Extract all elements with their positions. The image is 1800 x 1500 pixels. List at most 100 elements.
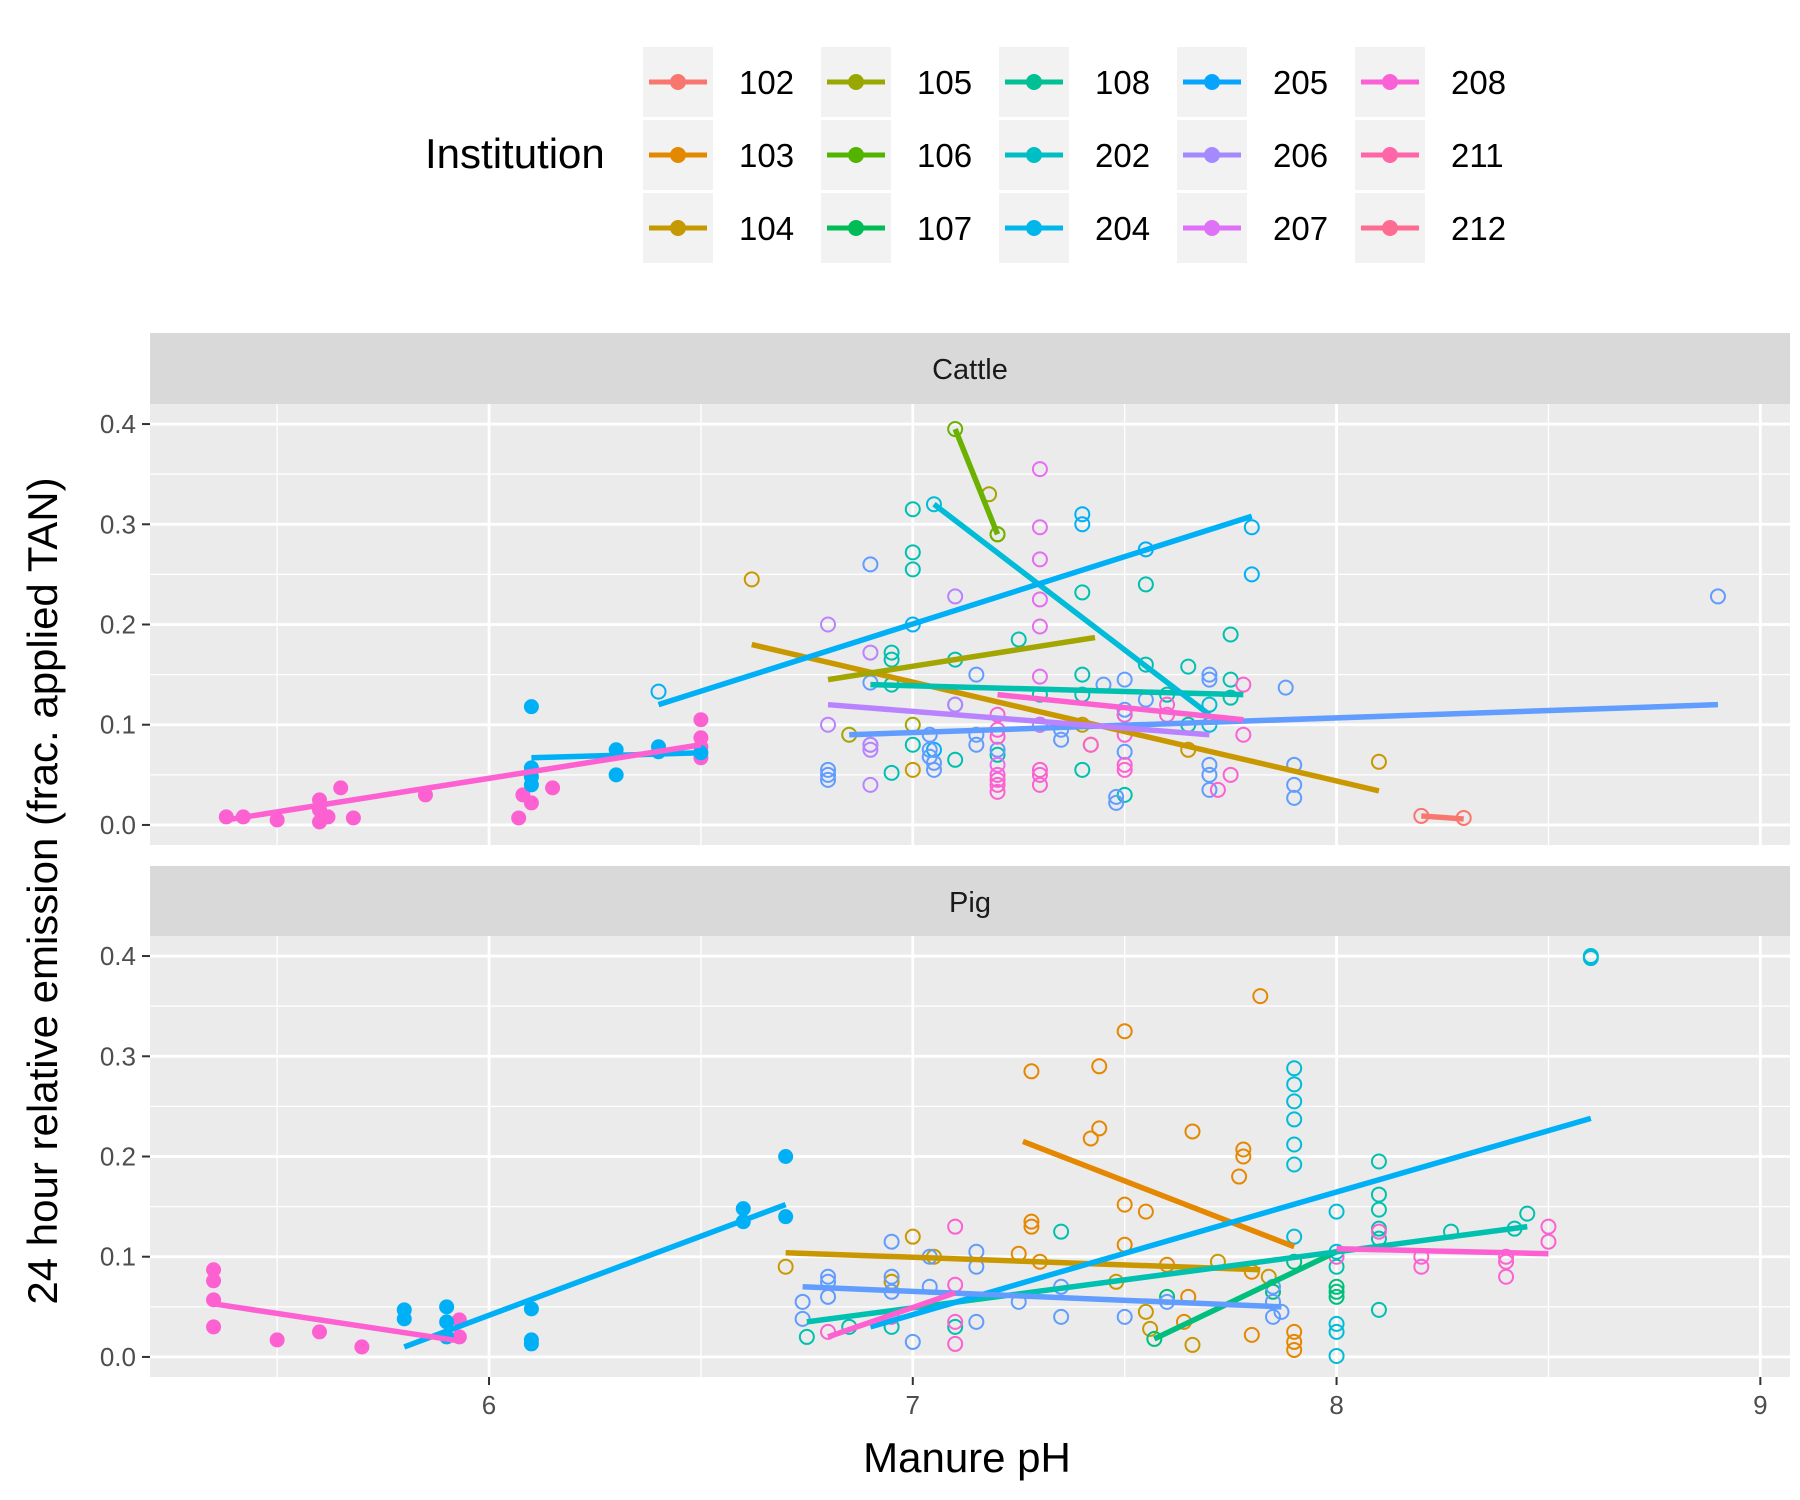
fit-line-211	[1336, 1245, 1549, 1257]
data-point-205	[1074, 516, 1091, 533]
data-point-211	[947, 1335, 964, 1352]
data-point-202	[1370, 1201, 1387, 1218]
legend-item-211: 211	[1355, 120, 1504, 190]
data-point-211	[545, 780, 561, 796]
legend-key-point	[1204, 147, 1220, 163]
data-point-206	[1053, 731, 1070, 748]
data-point-206	[1201, 781, 1218, 798]
data-point-108	[1328, 1278, 1345, 1295]
legend-item-106: 106	[821, 120, 972, 190]
data-point-208	[1031, 591, 1048, 608]
data-point-211	[312, 1324, 328, 1340]
data-point-205	[439, 1314, 455, 1330]
data-point-202	[1137, 576, 1154, 593]
fit-line-211	[213, 1301, 460, 1344]
data-point-202	[904, 544, 921, 561]
data-point-206	[904, 1333, 921, 1350]
data-point-206	[820, 771, 837, 788]
data-point-202	[904, 561, 921, 578]
data-point-206	[1116, 671, 1133, 688]
y-tick-label: 0.1	[100, 1242, 136, 1272]
data-point-211	[1209, 781, 1226, 798]
data-point-204	[1286, 1228, 1303, 1245]
data-point-205	[396, 1311, 412, 1327]
data-point-211	[206, 1273, 222, 1289]
data-point-205	[523, 1301, 539, 1317]
data-point-204	[1582, 950, 1599, 967]
legend-label: 208	[1451, 64, 1506, 101]
data-point-103	[1252, 988, 1269, 1005]
y-tick-label: 0.2	[100, 610, 136, 640]
data-point-211	[269, 1332, 285, 1348]
panels: Cattle 0.0 0.1 0.2 0.3 0.4 Pig 0.0 0.1 0.2 0.3 0.4 6…	[100, 333, 1790, 1420]
data-point-202	[1328, 1258, 1345, 1275]
legend-label: 103	[739, 137, 794, 174]
data-point-206	[883, 1233, 900, 1250]
fit-line-105	[827, 634, 1096, 683]
legend-item-202: 202	[999, 120, 1150, 190]
fit-line-106	[952, 428, 1001, 536]
data-point-204	[1286, 1093, 1303, 1110]
data-point-211	[345, 810, 361, 826]
data-point-103	[1116, 1023, 1133, 1040]
data-point-206	[1116, 1308, 1133, 1325]
data-point-103	[1243, 1326, 1260, 1343]
data-point-202	[1010, 631, 1027, 648]
data-point-202	[1222, 626, 1239, 643]
data-point-202	[883, 651, 900, 668]
fit-line-205	[403, 1202, 787, 1350]
fit-line-211	[997, 691, 1244, 723]
data-point-211	[1031, 776, 1048, 793]
legend-label: 102	[739, 64, 794, 101]
legend-label: 206	[1273, 137, 1328, 174]
fit-line-102	[1421, 813, 1464, 822]
data-point-206	[1201, 671, 1218, 688]
legend-items: 102 103 104 105 106 107 108 202 204 205 206 207 208 2…	[643, 47, 1506, 263]
legend-item-207: 207	[1177, 193, 1328, 263]
data-point-103	[1235, 1148, 1252, 1165]
legend-label: 205	[1273, 64, 1328, 101]
panel-cattle: Cattle 0.0 0.1 0.2 0.3 0.4	[100, 333, 1790, 845]
fit-line-207	[827, 701, 1210, 738]
y-tick-label: 0.3	[100, 1041, 136, 1071]
data-point-208	[1031, 668, 1048, 685]
data-point-202	[1074, 761, 1091, 778]
data-point-103	[1231, 1168, 1248, 1185]
data-point-211	[1235, 676, 1252, 693]
y-axis-title-wrap: 24 hour relative emission (frac. applied…	[19, 477, 66, 1304]
data-point-202	[1116, 786, 1133, 803]
legend-label: 202	[1095, 137, 1150, 174]
data-point-211	[1498, 1268, 1515, 1285]
data-point-205	[1243, 566, 1260, 583]
legend-key-point	[848, 74, 864, 90]
legend-key-point	[670, 74, 686, 90]
legend-key-point	[1382, 220, 1398, 236]
fit-line-104	[751, 641, 1380, 794]
data-point-205	[523, 699, 539, 715]
data-point-211	[523, 795, 539, 811]
y-tick-label: 0.1	[100, 710, 136, 740]
data-point-206	[1201, 756, 1218, 773]
fit-line-204	[932, 502, 1212, 717]
legend-label: 106	[917, 137, 972, 174]
data-point-202	[1370, 1186, 1387, 1203]
data-point-103	[1091, 1120, 1108, 1137]
fit-line-206	[849, 701, 1719, 738]
data-point-211	[693, 712, 709, 728]
data-point-211	[1498, 1248, 1515, 1265]
legend-label: 207	[1273, 210, 1328, 247]
x-axis: 6 7 8 9	[482, 1377, 1768, 1420]
data-point-104	[1370, 753, 1387, 770]
fit-line-202	[806, 1223, 1528, 1325]
data-point-211	[333, 780, 349, 796]
data-point-211	[1540, 1218, 1557, 1235]
data-point-211	[320, 809, 336, 825]
data-point-206	[1053, 1308, 1070, 1325]
data-point-204	[1286, 1111, 1303, 1128]
data-point-204	[1286, 1060, 1303, 1077]
data-point-205	[650, 683, 667, 700]
data-point-204	[1328, 1315, 1345, 1332]
data-point-206	[968, 1313, 985, 1330]
lines-layer	[213, 1115, 1592, 1350]
data-point-211	[1222, 766, 1239, 783]
